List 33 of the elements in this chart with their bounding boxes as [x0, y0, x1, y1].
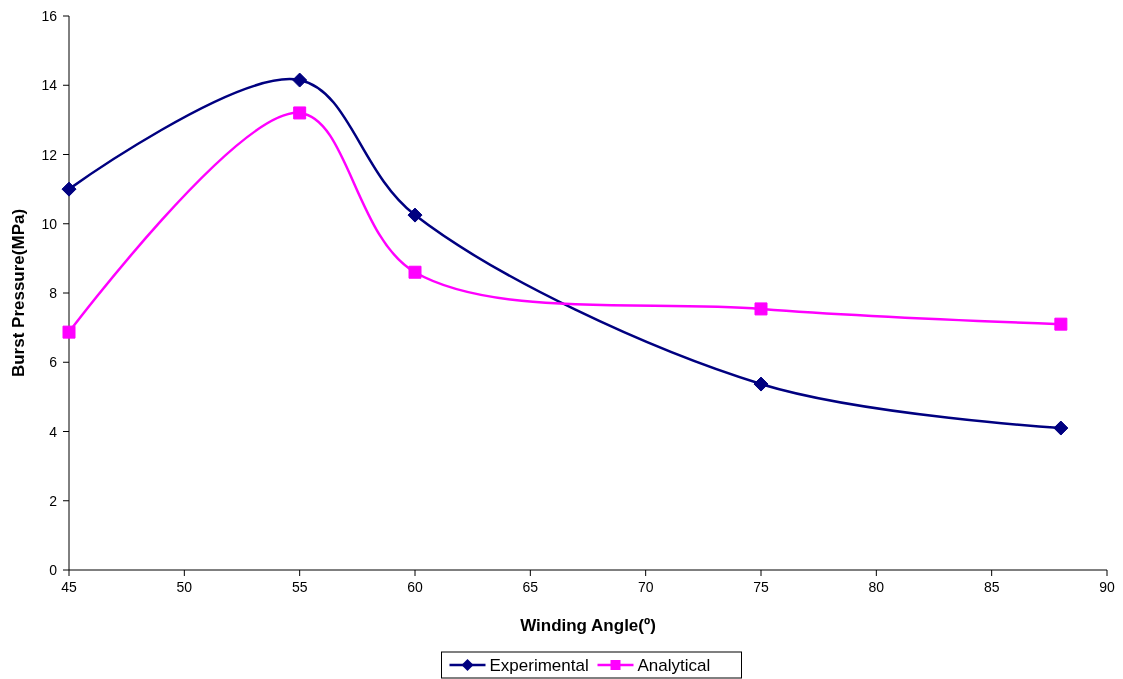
y-tick-label: 6	[49, 354, 58, 371]
y-tick-label: 16	[41, 8, 58, 24]
y-tick-label: 10	[41, 215, 58, 232]
x-tick-label: 75	[753, 579, 769, 595]
point	[61, 181, 77, 197]
point	[292, 72, 308, 88]
y-tick-label: 4	[49, 423, 58, 440]
point	[753, 376, 769, 392]
point	[754, 302, 768, 316]
point	[1053, 420, 1069, 436]
y-tick-label: 0	[49, 562, 58, 578]
point	[1054, 317, 1068, 331]
y-tick-label: 14	[41, 77, 58, 94]
point	[62, 325, 76, 339]
x-tick-label: 90	[1099, 579, 1115, 595]
y-tick-label: 2	[49, 492, 58, 509]
x-tick-label: 65	[522, 579, 539, 595]
legend-label: Experimental	[489, 656, 589, 675]
x-tick-label: 60	[407, 579, 423, 595]
x-tick-label: 55	[291, 579, 308, 595]
x-axis-title: Winding Angle(º)	[520, 616, 656, 635]
x-tick-label: 70	[637, 579, 654, 595]
y-tick-label: 8	[49, 285, 58, 301]
x-tick-label: 50	[176, 579, 193, 595]
x-tick-label: 45	[61, 579, 77, 595]
point	[293, 106, 307, 120]
point	[408, 265, 422, 279]
y-tick-label: 12	[41, 146, 58, 163]
legend-label: Analytical	[637, 656, 711, 675]
x-tick-label: 80	[868, 579, 885, 595]
point	[407, 207, 423, 223]
x-tick-label: 85	[983, 579, 1000, 595]
y-axis-title: Burst Pressure(MPa)	[9, 208, 28, 378]
